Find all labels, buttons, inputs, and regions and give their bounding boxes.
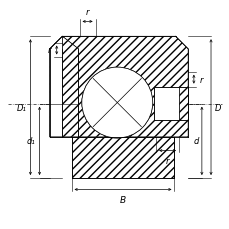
- Polygon shape: [71, 137, 174, 178]
- Polygon shape: [50, 37, 62, 137]
- Text: r: r: [47, 46, 51, 55]
- Polygon shape: [50, 37, 187, 137]
- Text: D: D: [214, 103, 221, 112]
- Circle shape: [82, 68, 152, 138]
- Polygon shape: [50, 37, 78, 137]
- Polygon shape: [153, 87, 178, 120]
- Text: B: B: [119, 195, 125, 204]
- Text: D₁: D₁: [16, 103, 26, 112]
- Circle shape: [82, 68, 152, 138]
- Text: r: r: [199, 75, 202, 84]
- Polygon shape: [178, 87, 187, 120]
- Text: r: r: [85, 8, 89, 17]
- Text: r: r: [165, 156, 169, 165]
- Polygon shape: [62, 37, 78, 137]
- Text: d₁: d₁: [27, 137, 35, 146]
- Text: d: d: [193, 137, 198, 146]
